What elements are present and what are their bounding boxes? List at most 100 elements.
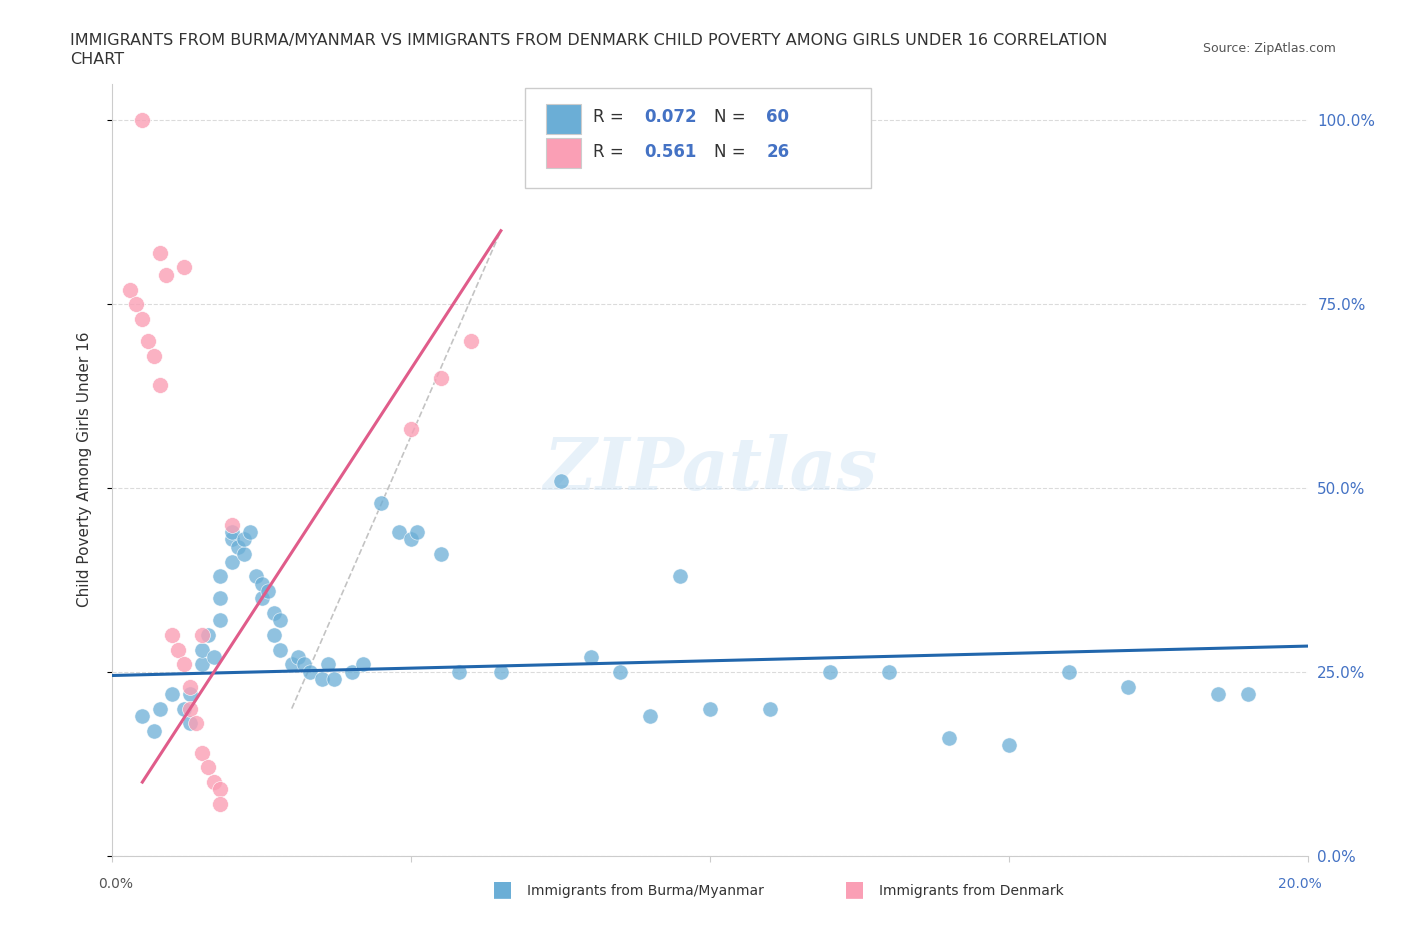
Point: [179, 701, 201, 716]
Point: [250, 591, 273, 605]
Text: Source: ZipAtlas.com: Source: ZipAtlas.com: [1202, 42, 1336, 55]
Text: 0.0%: 0.0%: [98, 877, 134, 891]
Point: [550, 473, 572, 488]
Point: [430, 370, 453, 385]
Point: [209, 613, 232, 628]
Point: [1206, 686, 1229, 701]
Text: R =: R =: [593, 142, 628, 161]
Point: [191, 745, 214, 760]
Point: [759, 701, 782, 716]
Point: [209, 591, 232, 605]
Point: [149, 378, 172, 392]
Point: [191, 643, 214, 658]
Point: [167, 643, 190, 658]
Point: [155, 268, 177, 283]
Point: [149, 701, 172, 716]
Point: [162, 628, 183, 643]
Point: [191, 657, 214, 671]
Point: [609, 664, 631, 679]
Point: [209, 782, 232, 797]
Point: [202, 650, 225, 665]
Point: [179, 686, 201, 701]
Text: 26: 26: [766, 142, 789, 161]
Point: [221, 517, 243, 532]
Point: [173, 260, 195, 275]
Point: [269, 613, 291, 628]
Text: Immigrants from Burma/Myanmar: Immigrants from Burma/Myanmar: [527, 884, 763, 897]
Point: [388, 525, 411, 539]
Point: [209, 569, 232, 584]
Point: [173, 701, 195, 716]
Point: [699, 701, 721, 716]
Point: [998, 737, 1021, 752]
Point: [131, 312, 153, 326]
Point: [233, 547, 256, 562]
Point: [669, 569, 692, 584]
Point: [179, 716, 201, 731]
Point: [191, 628, 214, 643]
Text: Immigrants from Denmark: Immigrants from Denmark: [879, 884, 1063, 897]
Point: [233, 532, 256, 547]
Point: [186, 716, 208, 731]
Point: [489, 664, 512, 679]
FancyBboxPatch shape: [547, 104, 581, 134]
Point: [340, 664, 363, 679]
Text: ■: ■: [844, 879, 865, 898]
Text: 60: 60: [766, 108, 789, 126]
Text: 20.0%: 20.0%: [1278, 877, 1322, 891]
Point: [221, 525, 243, 539]
FancyBboxPatch shape: [524, 87, 872, 188]
Point: [401, 532, 423, 547]
Point: [245, 569, 267, 584]
Point: [125, 297, 148, 312]
FancyBboxPatch shape: [547, 138, 581, 167]
Point: [209, 797, 232, 812]
Point: [879, 664, 901, 679]
Point: [449, 664, 471, 679]
Point: [311, 671, 333, 686]
Point: [179, 679, 201, 694]
Point: [292, 657, 315, 671]
Point: [131, 113, 153, 128]
Point: [143, 348, 166, 363]
Point: [353, 657, 375, 671]
Text: R =: R =: [593, 108, 628, 126]
Point: [257, 583, 280, 598]
Point: [1057, 664, 1080, 679]
Point: [579, 650, 602, 665]
Point: [120, 282, 142, 297]
Point: [149, 246, 172, 260]
Point: [250, 577, 273, 591]
Point: [173, 657, 195, 671]
Point: [1237, 686, 1260, 701]
Y-axis label: Child Poverty Among Girls Under 16: Child Poverty Among Girls Under 16: [77, 332, 91, 607]
Point: [401, 422, 423, 437]
Text: IMMIGRANTS FROM BURMA/MYANMAR VS IMMIGRANTS FROM DENMARK CHILD POVERTY AMONG GIR: IMMIGRANTS FROM BURMA/MYANMAR VS IMMIGRA…: [70, 33, 1108, 67]
Point: [316, 657, 339, 671]
Point: [226, 539, 249, 554]
Point: [1118, 679, 1140, 694]
Point: [239, 525, 262, 539]
Point: [406, 525, 429, 539]
Point: [138, 334, 160, 349]
Point: [263, 605, 285, 620]
Point: [818, 664, 841, 679]
Point: [143, 724, 166, 738]
Point: [269, 643, 291, 658]
Point: [322, 671, 344, 686]
Point: [640, 709, 662, 724]
Text: 0.561: 0.561: [644, 142, 697, 161]
Point: [221, 532, 243, 547]
Text: 0.072: 0.072: [644, 108, 697, 126]
Point: [460, 334, 482, 349]
Text: ZIPatlas: ZIPatlas: [543, 434, 877, 505]
Point: [162, 686, 183, 701]
Point: [131, 709, 153, 724]
Point: [197, 628, 219, 643]
Point: [938, 731, 960, 746]
Point: [202, 775, 225, 790]
Text: N =: N =: [714, 108, 751, 126]
Text: N =: N =: [714, 142, 751, 161]
Point: [221, 554, 243, 569]
Point: [430, 547, 453, 562]
